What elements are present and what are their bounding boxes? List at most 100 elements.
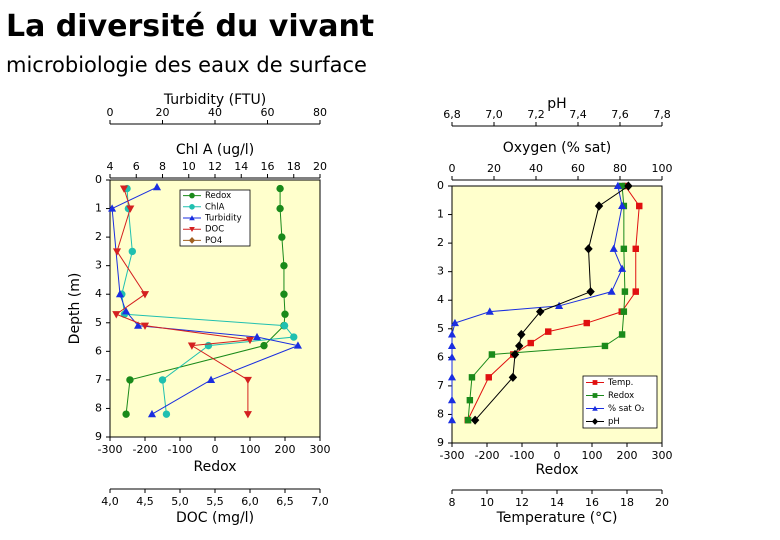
x-axis-title: Chl A (ug/l): [176, 142, 254, 158]
x-tick-label: 20: [313, 160, 327, 173]
data-point: [601, 342, 609, 350]
legend-label: Redox: [608, 391, 634, 401]
x-axis-title: pH: [547, 96, 566, 112]
y-tick-label: 2: [437, 236, 444, 249]
x-tick-label: 18: [287, 160, 301, 173]
x-axis-title: Redox: [193, 459, 236, 475]
x-tick-label: -300: [440, 449, 465, 462]
data-point: [536, 307, 545, 317]
y-tick-label: 2: [95, 230, 102, 243]
data-point: [447, 353, 457, 361]
series-line: [125, 188, 286, 415]
data-point: [618, 331, 626, 338]
data-point: [278, 233, 286, 241]
x-axis-title: Oxygen (% sat): [503, 140, 611, 156]
data-point: [128, 247, 137, 256]
data-point: [121, 307, 131, 315]
data-point: [243, 411, 252, 419]
data-point: [281, 310, 289, 318]
legend-marker: [189, 204, 195, 210]
data-point: [280, 290, 288, 298]
x-tick-label: 0: [107, 106, 114, 119]
data-point: [112, 248, 122, 256]
y-tick-label: 8: [95, 401, 102, 414]
y-tick-label: 7: [437, 379, 444, 392]
data-point: [632, 288, 639, 295]
x-tick-label: 14: [550, 496, 564, 509]
y-tick-label: 1: [95, 202, 102, 215]
data-point: [517, 329, 526, 340]
x-tick-label: 6: [133, 160, 140, 173]
data-point: [488, 351, 496, 358]
x-tick-label: 7,8: [653, 108, 671, 121]
x-tick-label: 200: [617, 449, 638, 462]
data-point: [624, 181, 633, 191]
legend-label: Temp.: [607, 378, 633, 388]
x-tick-label: -200: [475, 449, 500, 462]
x-tick-label: 6,8: [443, 108, 461, 121]
y-tick-label: 6: [437, 350, 444, 363]
data-point: [510, 349, 520, 360]
x-tick-label: 20: [156, 106, 170, 119]
legend-label: ChlA: [205, 202, 225, 212]
data-point: [618, 264, 627, 272]
x-tick-label: 7,0: [485, 108, 503, 121]
x-tick-label: 7,6: [611, 108, 629, 121]
y-tick-label: 8: [437, 407, 444, 420]
y-axis-title: Depth (m): [67, 273, 83, 345]
data-point: [134, 321, 143, 329]
y-tick-label: 0: [95, 173, 102, 186]
x-tick-label: 100: [582, 449, 603, 462]
x-tick-label: 40: [208, 106, 222, 119]
y-tick-label: 6: [95, 344, 102, 357]
data-point: [260, 342, 268, 350]
data-point: [466, 396, 474, 404]
data-point: [290, 333, 298, 341]
data-point: [515, 341, 524, 351]
slide-subtitle: microbiologie des eaux de surface: [6, 53, 367, 77]
x-tick-label: 6,0: [241, 495, 259, 508]
data-point: [126, 205, 135, 213]
legend-marker: [592, 405, 598, 411]
x-tick-label: 0: [212, 443, 219, 456]
y-tick-label: 4: [95, 287, 102, 300]
data-point: [527, 339, 534, 347]
x-tick-label: 7,0: [311, 495, 329, 508]
x-axis-title: Redox: [535, 462, 578, 478]
legend-label: Turbidity: [204, 214, 242, 224]
x-tick-label: -300: [98, 443, 123, 456]
x-axis-title: Temperature (°C): [496, 510, 618, 526]
data-point: [636, 202, 643, 210]
data-point: [508, 372, 518, 382]
legend-label: pH: [608, 417, 620, 427]
data-point: [450, 318, 459, 327]
x-tick-label: 7,4: [569, 108, 587, 121]
legend-label: DOC: [205, 225, 224, 235]
series-line: [115, 188, 251, 415]
series-line: [474, 185, 629, 421]
data-point: [119, 185, 129, 193]
data-point: [152, 182, 162, 191]
data-point: [621, 288, 629, 295]
data-point: [447, 330, 457, 338]
data-point: [447, 373, 457, 381]
x-tick-label: 100: [240, 443, 261, 456]
data-point: [447, 395, 457, 404]
data-point: [126, 376, 134, 384]
legend-label: PO4: [205, 236, 222, 246]
legend-marker: [592, 380, 598, 385]
data-point: [607, 287, 616, 295]
x-tick-label: 4,5: [136, 495, 154, 508]
y-tick-label: 9: [95, 430, 102, 443]
x-tick-label: 20: [487, 162, 501, 175]
x-tick-label: 8: [159, 160, 166, 173]
x-tick-label: 80: [613, 162, 627, 175]
data-point: [620, 308, 628, 315]
x-tick-label: 60: [261, 106, 275, 119]
x-tick-label: 18: [620, 496, 634, 509]
data-point: [583, 319, 590, 327]
data-point: [293, 341, 302, 349]
data-point: [485, 307, 494, 315]
data-point: [243, 376, 252, 385]
data-point: [280, 322, 289, 330]
